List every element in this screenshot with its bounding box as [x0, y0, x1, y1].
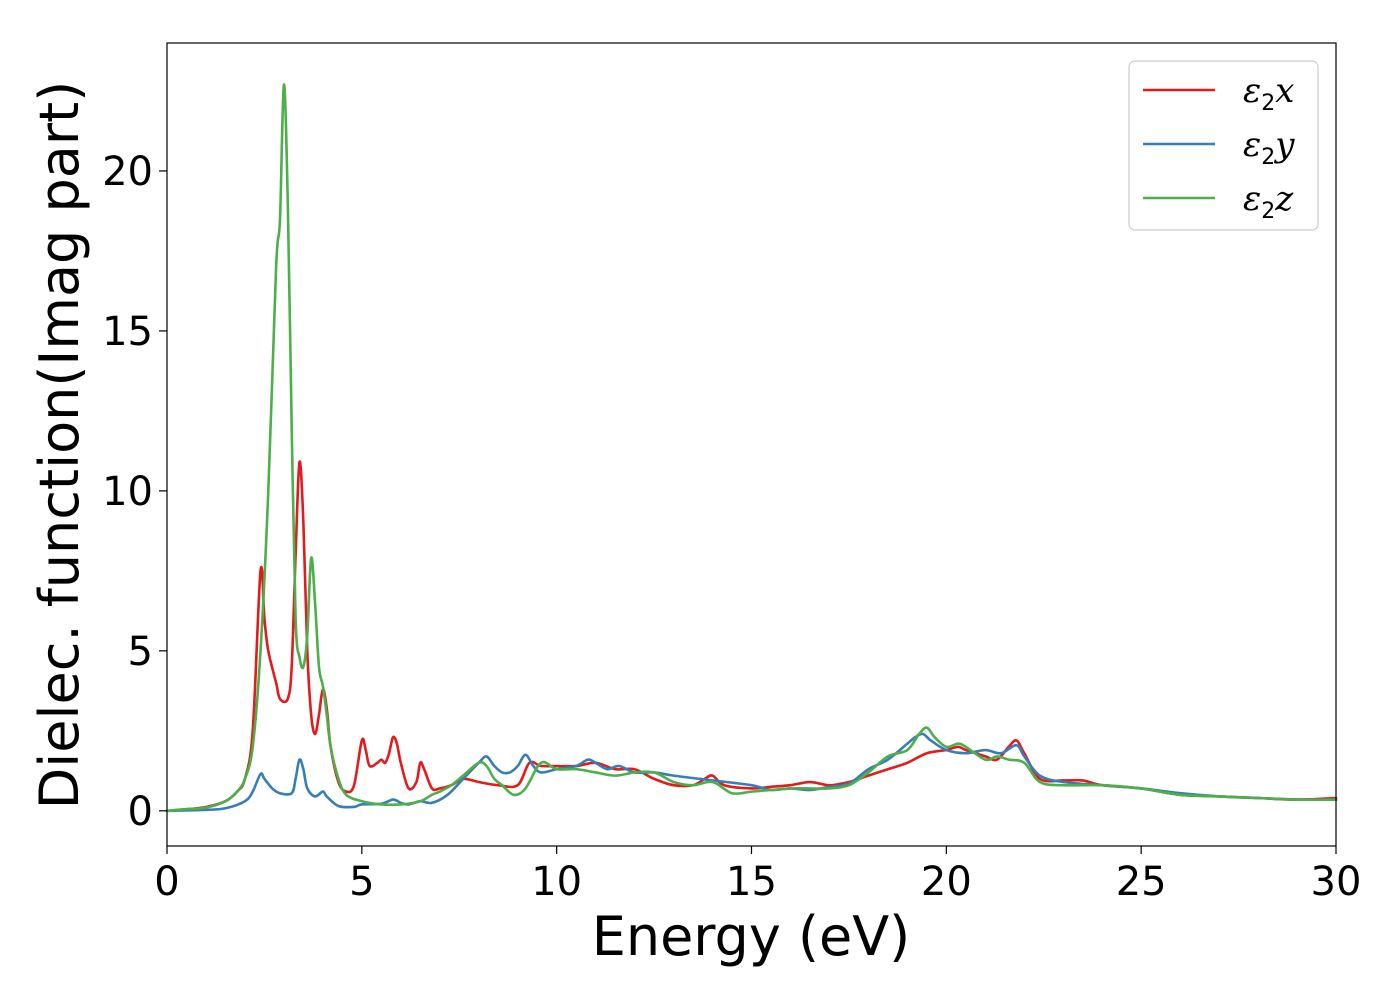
y-tick-label: 0 [128, 789, 153, 835]
legend-label: ε2x [1243, 71, 1294, 116]
legend-label: ε2y [1243, 125, 1295, 170]
legend: ε2x ε2y ε2z [1128, 60, 1319, 231]
series-line-2 [165, 732, 1338, 813]
y-axis-ticks: 0 5 10 15 20 [102, 149, 167, 835]
series-line-3 [165, 83, 1338, 813]
series-layer [165, 83, 1338, 813]
y-tick-label: 5 [128, 629, 153, 675]
plot-area [165, 42, 1338, 847]
x-tick-label: 20 [921, 859, 972, 905]
y-tick-label: 20 [102, 149, 153, 195]
y-axis-label: Dielec. function(Imag part) [28, 81, 91, 810]
legend-box [1128, 60, 1319, 231]
legend-label: ε2z [1243, 179, 1294, 224]
x-tick-label: 15 [726, 859, 777, 905]
x-tick-label: 0 [154, 859, 179, 905]
x-tick-label: 30 [1311, 859, 1362, 905]
x-axis-ticks: 0 5 10 15 20 25 30 [154, 846, 1361, 905]
x-tick-label: 10 [531, 859, 582, 905]
y-tick-label: 10 [102, 469, 153, 515]
y-tick-label: 15 [102, 309, 153, 355]
x-axis-label: Energy (eV) [592, 905, 911, 968]
x-tick-label: 5 [349, 859, 374, 905]
x-tick-label: 25 [1116, 859, 1167, 905]
